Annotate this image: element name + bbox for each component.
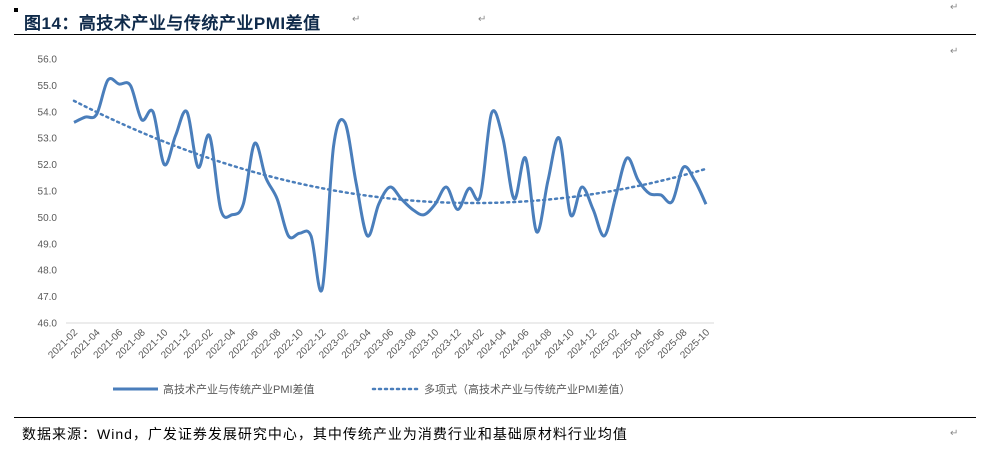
y-tick-label: 48.0 bbox=[38, 266, 58, 277]
return-mark: ↵ bbox=[352, 14, 361, 25]
source-note: 数据来源：Wind，广发证券发展研究中心，其中传统产业为消费行业和基础原材料行业… bbox=[22, 426, 628, 442]
y-tick-label: 56.0 bbox=[38, 55, 58, 66]
y-tick-label: 49.0 bbox=[38, 239, 58, 250]
y-tick-label: 52.0 bbox=[38, 160, 58, 171]
series-line bbox=[73, 77, 708, 293]
return-mark: ↵ bbox=[950, 2, 959, 13]
legend-label-series: 高技术产业与传统产业PMI差值 bbox=[163, 382, 315, 396]
y-tick-label: 50.0 bbox=[38, 213, 58, 224]
heading-marker bbox=[14, 8, 18, 12]
figure-title: 图14：高技术产业与传统产业PMI差值 bbox=[24, 14, 321, 33]
y-tick-label: 46.0 bbox=[38, 319, 58, 330]
y-tick-label: 54.0 bbox=[38, 107, 58, 118]
y-tick-label: 53.0 bbox=[38, 134, 58, 145]
trend-line bbox=[72, 99, 708, 205]
legend-label-trend: 多项式（高技术产业与传统产业PMI差值） bbox=[424, 382, 631, 396]
y-tick-label: 47.0 bbox=[38, 292, 58, 303]
y-tick-label: 55.0 bbox=[38, 81, 58, 92]
legend: 高技术产业与传统产业PMI差值 多项式（高技术产业与传统产业PMI差值） bbox=[113, 382, 631, 396]
y-tick-label: 51.0 bbox=[38, 187, 58, 198]
return-mark: ↵ bbox=[950, 428, 959, 439]
title-divider bbox=[14, 34, 976, 35]
return-mark: ↵ bbox=[478, 14, 487, 25]
footer-divider bbox=[14, 417, 976, 418]
return-mark: ↵ bbox=[950, 46, 959, 57]
